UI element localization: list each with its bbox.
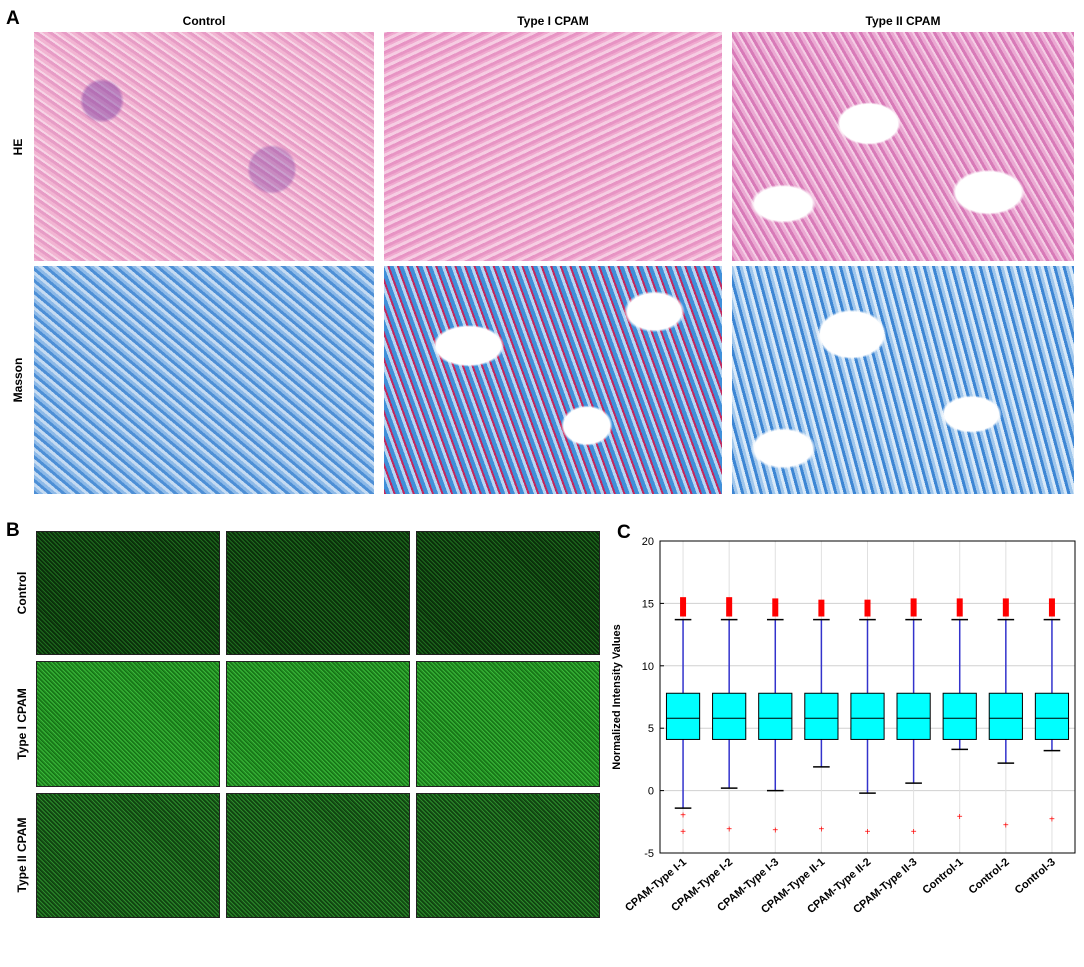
x-tick-label: Control-1 (920, 856, 965, 897)
outlier-low: + (680, 811, 686, 822)
panel-b-letter: B (6, 520, 20, 541)
box (988, 692, 1023, 740)
panel-a-letter: A (6, 8, 20, 29)
outlier-low: + (957, 812, 963, 823)
x-tick-label: Control-2 (967, 856, 1012, 897)
fluor-type1-2 (226, 661, 410, 787)
y-tick-label: 0 (648, 786, 654, 798)
outlier-low: + (772, 826, 778, 837)
box (665, 692, 701, 740)
box (850, 692, 885, 740)
outlier-low: + (1049, 814, 1055, 825)
row-label-masson: Masson (11, 357, 25, 403)
col-title-type2: Type II CPAM (865, 14, 941, 28)
outlier-cluster-high (910, 598, 917, 617)
y-tick-label: -5 (644, 848, 654, 860)
box (942, 692, 977, 740)
outlier-low: + (1003, 821, 1009, 832)
outlier-low: + (865, 827, 871, 838)
panel-c-letter: C (617, 522, 631, 543)
col-title-type1: Type I CPAM (517, 14, 589, 28)
col-title-control: Control (182, 14, 226, 28)
he-type1-image (384, 32, 722, 261)
y-tick-label: 5 (648, 723, 654, 735)
box (712, 692, 747, 740)
masson-control-image (34, 266, 374, 494)
he-type2-image (732, 32, 1074, 261)
plot-border (659, 540, 1076, 854)
fluor-type1-3 (416, 661, 600, 787)
outlier-cluster-high (956, 598, 963, 617)
box (804, 692, 839, 740)
row-label-b-type1: Type I CPAM (15, 688, 29, 760)
x-tick-label: Control-3 (1013, 856, 1058, 897)
box (758, 692, 793, 740)
row-label-b-type2: Type II CPAM (15, 817, 29, 893)
fluor-control-3 (416, 531, 600, 655)
outlier-cluster-high (772, 598, 779, 617)
outlier-cluster-high (1002, 598, 1009, 617)
fluor-type2-1 (36, 793, 220, 918)
outlier-cluster-high (1048, 598, 1055, 617)
row-label-b-control: Control (15, 571, 29, 615)
outlier-cluster-high (864, 599, 871, 617)
outlier-cluster-high (680, 597, 687, 617)
outlier-low: + (818, 824, 824, 835)
masson-type1-image (384, 266, 722, 494)
box-plot: -5 0 5 10 15 20 Normalized Intensity Values + + C… (611, 536, 1076, 916)
outlier-cluster-high (818, 599, 825, 617)
outlier-low: + (911, 827, 917, 838)
masson-type2-image (732, 266, 1074, 494)
box (896, 692, 931, 740)
row-label-he: HE (11, 138, 25, 156)
y-tick-label: 20 (642, 536, 654, 548)
y-axis-label: Normalized Intensity Values (611, 624, 623, 770)
he-control-image (34, 32, 374, 261)
fluor-control-2 (226, 531, 410, 655)
y-tick-label: 15 (642, 598, 654, 610)
fluor-type2-3 (416, 793, 600, 918)
fluor-type2-2 (226, 793, 410, 918)
outlier-low: + (680, 827, 686, 838)
box (1034, 692, 1070, 740)
fluor-type1-1 (36, 661, 220, 787)
outlier-low: + (726, 824, 732, 835)
y-tick-label: 10 (642, 661, 654, 673)
fluor-control-1 (36, 531, 220, 655)
outlier-cluster-high (726, 597, 733, 617)
